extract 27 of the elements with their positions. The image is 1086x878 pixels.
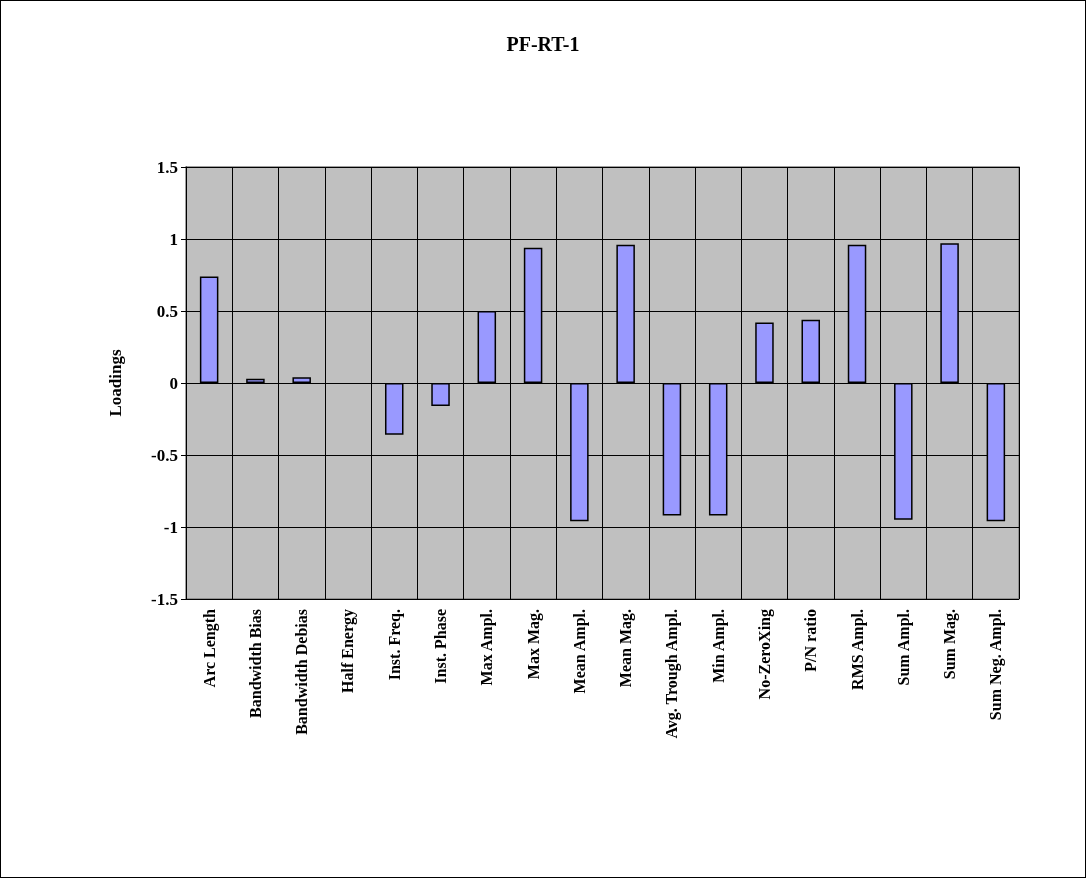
x-tick-label: Arc Length [200,608,219,688]
x-tick-label: P/N ratio [802,609,820,672]
x-tick-label: Sum Neg. Ampl. [987,609,1006,721]
y-tick-label: -1 [163,517,178,537]
x-tick-label: Mean Ampl. [570,609,589,694]
x-tick-label: Max Ampl. [478,609,497,686]
x-tick-label: Half Energy [339,609,358,693]
y-tick-label: 1 [169,229,178,249]
y-tick-label: 0.5 [156,301,178,321]
y-tick-label: -0.5 [151,445,178,465]
x-tick-label: RMS Ampl. [848,609,867,690]
x-tick-label: Inst. Phase [432,609,450,684]
x-tick-label: Sum Mag. [941,609,960,680]
x-tick-label: No-ZeroXing [755,609,774,700]
y-axis-title: Loadings [106,349,125,417]
y-tick-label: 0 [169,373,178,393]
x-tick-label: Avg. Trough Ampl. [663,609,682,739]
x-tick-label: Bandwidth Debias [293,609,311,735]
x-tick-label: Bandwidth Bias [246,609,264,718]
x-tick-label: Mean Mag. [617,609,636,688]
x-tick-label: Min Ampl. [709,609,728,683]
x-tick-label: Max Mag. [524,609,543,680]
x-tick-label: Inst. Freq. [385,609,404,681]
x-tick-label: Sum Ampl. [894,609,913,686]
chart-title: PF-RT-1 [506,33,580,55]
y-tick-label: 1.5 [156,157,178,177]
y-tick-label: -1.5 [151,589,178,609]
